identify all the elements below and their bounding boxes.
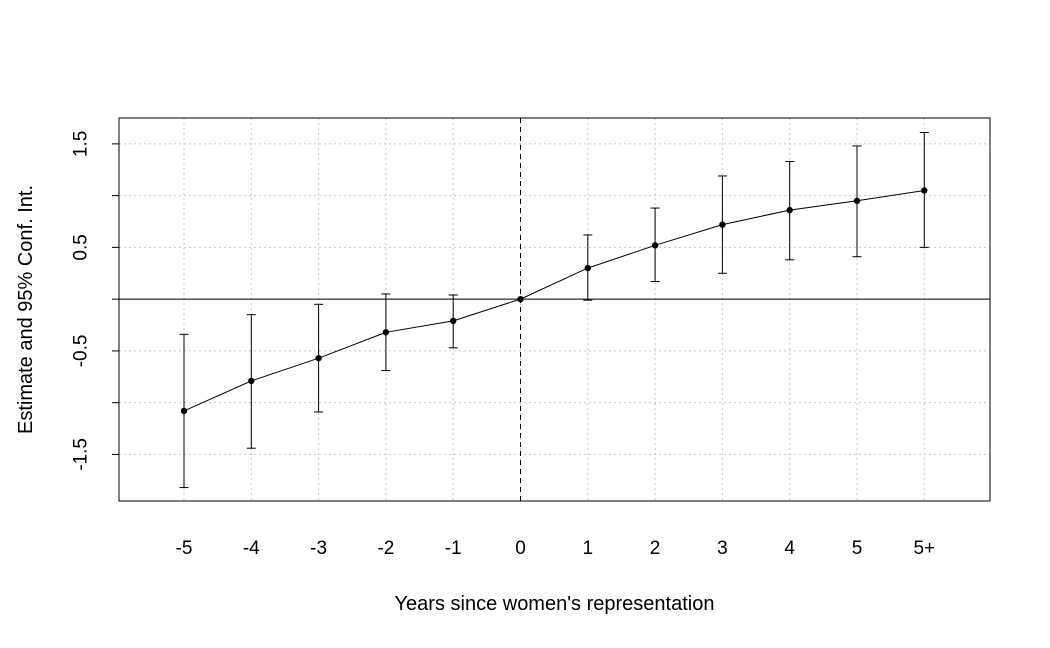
x-tick-label: 3 [717,538,728,559]
reference-lines [119,118,990,501]
grid-lines [119,118,990,501]
x-tick-label: -2 [377,538,394,559]
x-tick-label: -4 [243,538,260,559]
x-tick-label: 1 [583,538,594,559]
estimate-point [450,317,457,325]
estimate-point [248,377,255,385]
estimate-point [382,329,390,336]
estimate-point [180,407,188,415]
x-tick-label: -5 [176,538,193,559]
x-tick-label: -3 [310,538,327,559]
estimate-point [651,242,659,249]
y-tick-label: -0.5 [71,335,92,368]
estimate-point [517,295,524,303]
x-tick-label: 0 [515,538,526,559]
y-tick-label: -1.5 [71,438,92,471]
estimate-point [315,354,322,362]
y-tick-label: 0.5 [71,234,92,260]
estimate-point [786,206,793,214]
plot-frame [118,117,991,502]
x-tick-label: 4 [784,538,795,559]
y-axis-title: Estimate and 95% Conf. Int. [15,185,37,434]
y-tick-label: 1.5 [71,131,92,157]
estimate-line [183,190,925,412]
x-axis: -5 -4 -3 -2 -1 0 1 2 3 4 5 5+ [176,538,936,559]
estimate-point [853,197,861,205]
x-tick-label: 5+ [913,538,935,559]
x-tick-label: -1 [445,538,462,559]
estimate-point [719,221,726,228]
x-axis-title: Years since women's representation [395,593,715,615]
estimate-point [921,187,928,194]
x-tick-label: 5 [852,538,863,559]
x-tick-label: 2 [650,538,661,559]
estimate-point [584,264,591,272]
estimate-series [179,131,929,489]
y-axis: 1.5 0.5 -0.5 -1.5 [71,131,119,471]
